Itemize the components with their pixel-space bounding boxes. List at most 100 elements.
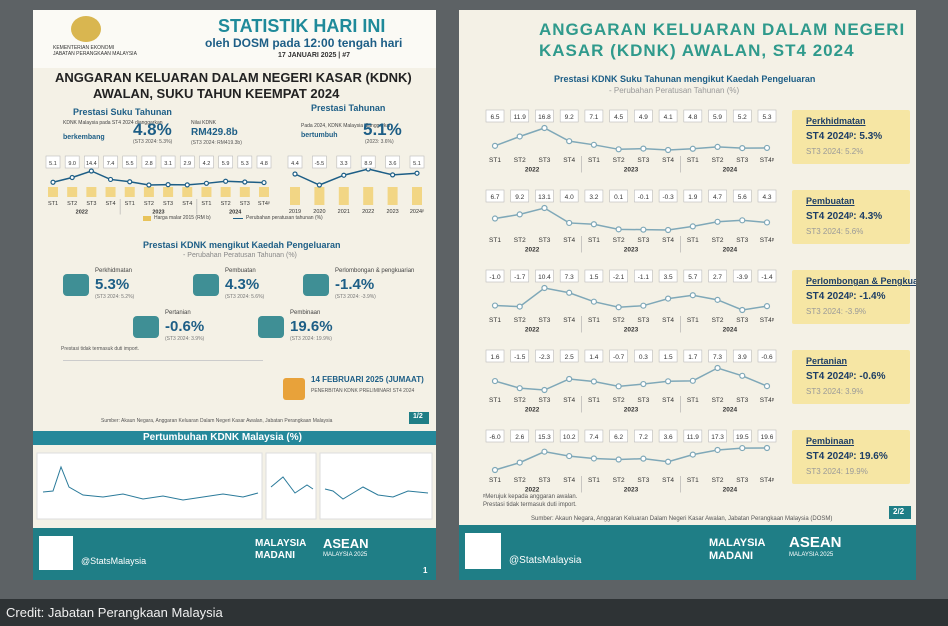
point	[739, 217, 746, 224]
x-tick-label: ST1	[489, 317, 501, 324]
label-box	[683, 349, 703, 363]
point	[615, 146, 622, 153]
growth-title: Pertumbuhan KDNK Malaysia (%)	[143, 432, 302, 443]
point	[516, 211, 523, 218]
label-box	[485, 269, 505, 283]
sector-previous: (ST3 2024: 5.6%)	[225, 294, 265, 300]
page-indicator: 2/2	[893, 507, 905, 516]
year-label: 2023	[624, 167, 639, 174]
x-tick-label: 2024ᵖ	[410, 209, 424, 215]
sector-name: Perkhidmatan	[806, 116, 866, 126]
label-box	[360, 155, 376, 169]
title: KASAR (KDNK) AWALAN, ST4 2024	[539, 41, 855, 60]
sector-previous: ST3 2024: 3.9%	[806, 387, 864, 396]
label-box	[683, 429, 703, 443]
sector-box: Perkhidmatan ST4 2024ᵖ: 5.3% ST3 2024: 5.2…	[792, 110, 910, 164]
point	[615, 383, 622, 390]
point	[739, 144, 746, 152]
decor-bar	[163, 187, 174, 197]
point	[50, 179, 56, 185]
x-tick-label: ST1	[588, 317, 600, 324]
year-label: 2022	[76, 210, 88, 216]
sector-value: -0.6%	[165, 318, 205, 335]
point	[590, 221, 598, 228]
label-box	[485, 109, 505, 123]
data-label: 11.9	[514, 114, 527, 121]
decor-bar	[67, 187, 78, 197]
point	[689, 223, 696, 230]
sector-name: Perlombongan & Pengkuarian	[806, 276, 916, 286]
decor-bar	[363, 187, 374, 205]
label-box	[708, 269, 727, 283]
x-tick-label: ST1	[201, 201, 211, 207]
line	[494, 367, 768, 391]
x-tick-label: ST4	[563, 317, 575, 324]
growth-value: 5.1%	[363, 120, 402, 139]
point	[414, 170, 420, 176]
x-tick-label: ST3	[538, 157, 550, 164]
data-label: 1.7	[688, 354, 697, 361]
x-tick-label: 2019	[289, 209, 301, 215]
data-label: 3.6	[664, 434, 673, 441]
x-tick-label: ST4	[662, 477, 674, 484]
brand: MALAYSIA	[709, 537, 766, 549]
sector-chart: 1.6 ST1 -1.5 ST2 -2.3 ST3 2.5 ST4 1.4 ST1 -0.7 ST2 0…	[485, 349, 777, 414]
sector-current: ST4 2024ᵖ: 4.3%	[806, 211, 883, 222]
point	[640, 145, 647, 152]
label-box	[237, 155, 253, 169]
text: bertumbuh	[301, 132, 338, 139]
x-tick-label: ST1	[687, 157, 699, 164]
asean: MALAYSIA 2025	[789, 552, 834, 558]
label-box	[485, 429, 505, 443]
x-tick-label: ST1	[687, 477, 699, 484]
x-tick-label: ST4	[105, 201, 115, 207]
label-box	[160, 155, 176, 169]
text: KDNK Malaysia pada ST4 2024 dianggarkan	[63, 120, 163, 126]
point	[739, 444, 746, 452]
page-badge	[409, 412, 429, 424]
point	[566, 375, 573, 383]
x-tick-label: ST2	[712, 237, 724, 244]
label-box	[535, 429, 554, 443]
year-label: 2023	[624, 247, 639, 254]
point	[566, 219, 573, 227]
header-subtitle: oleh DOSM pada 12:00 tengah hari	[205, 36, 403, 50]
data-label: 9.0	[68, 161, 76, 167]
left-page: KEMENTERIAN EKONOMI JABATAN PERANGKAAN M…	[33, 10, 436, 580]
x-tick-label: ST3	[538, 477, 550, 484]
data-label: 7.1	[589, 114, 598, 121]
x-tick-label: ST2	[144, 201, 154, 207]
growth-value: 4.8%	[133, 120, 172, 139]
source: Sumber: Akaun Negara, Anggaran Keluaran …	[531, 516, 833, 522]
decor-bar	[105, 187, 116, 197]
data-label: -1.1	[638, 274, 650, 281]
decor-bar	[338, 187, 349, 205]
x-tick-label: ST4ᵖ	[760, 397, 775, 404]
x-tick-label: ST3	[736, 477, 748, 484]
point	[739, 306, 746, 314]
label-box	[708, 349, 727, 363]
label-box	[584, 189, 604, 203]
data-label: 19.5	[736, 434, 749, 441]
data-label: 3.6	[389, 161, 397, 167]
point	[566, 452, 573, 460]
headline: AWALAN, SUKU TAHUN KEEMPAT 2024	[93, 86, 340, 101]
line	[52, 170, 265, 186]
point	[292, 171, 298, 177]
point	[590, 455, 598, 462]
point	[69, 174, 75, 181]
data-label: 7.3	[565, 274, 574, 281]
x-tick-label: ST3	[736, 317, 748, 324]
x-tick-label: ST1	[588, 237, 600, 244]
x-tick-label: ST1	[588, 477, 600, 484]
section-title: Prestasi Tahunan	[311, 103, 386, 113]
data-label: 10.4	[538, 274, 551, 281]
sector-previous: ST3 2024: 5.6%	[806, 227, 864, 236]
point	[664, 295, 672, 302]
label-box	[535, 269, 554, 283]
point	[640, 302, 647, 309]
data-label: -2.1	[613, 274, 625, 281]
data-label: 2.6	[515, 434, 524, 441]
data-label: 2.8	[145, 161, 153, 167]
data-label: 7.2	[639, 434, 648, 441]
